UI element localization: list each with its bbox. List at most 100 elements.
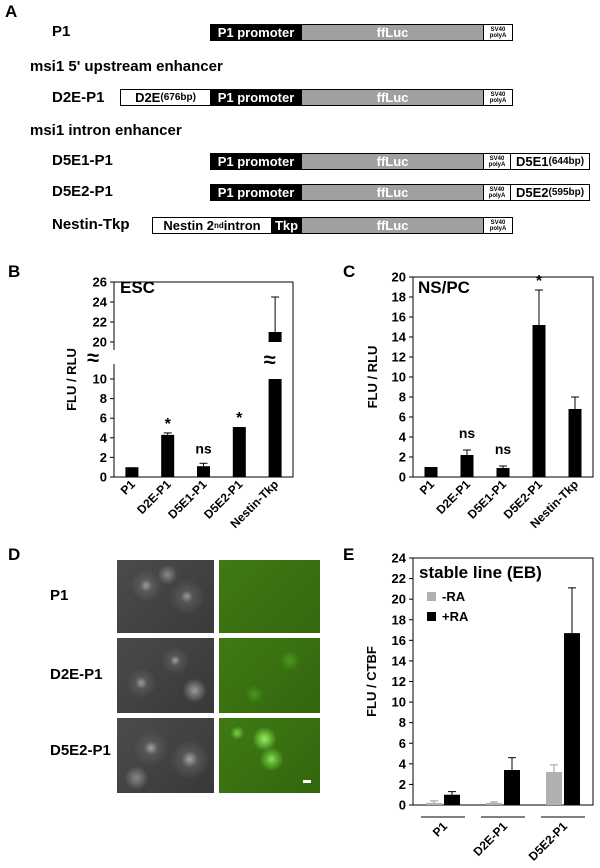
ffluc-box: ffLuc [301, 217, 484, 234]
bar-d2e-p1 [460, 455, 474, 477]
y-tick-label: 16 [392, 633, 406, 648]
significance-label: * [236, 410, 243, 427]
p1-promoter-box: P1 promoter [210, 89, 302, 106]
y-tick-label: 6 [399, 736, 406, 751]
row-label-d5e2-p1: D5E2-P1 [50, 742, 111, 759]
y-tick-label: 12 [392, 674, 406, 689]
y-tick-label: 22 [392, 571, 406, 586]
y-tick-label: 10 [392, 370, 406, 385]
bar-d5e1-p1 [197, 466, 210, 477]
legend-swatch-ra [427, 612, 436, 621]
y-tick-label: 12 [392, 350, 406, 365]
sv40-polya-box: SV40 polyA [483, 217, 513, 234]
panel-b-label: B [8, 262, 21, 281]
y-tick-label: 4 [399, 756, 407, 771]
tkp-promoter-box: Tkp [271, 217, 302, 234]
bar-d5e2-p1-ra [564, 633, 580, 805]
d5e2-enhancer-box: D5E2 (595bp) [510, 184, 590, 201]
chart-e-title: stable line (EB) [419, 563, 542, 582]
bar-break-gap [266, 344, 284, 378]
bar-d5e2-p1 [232, 427, 246, 477]
construct-nestin-tkp-name: Nestin-Tkp [52, 216, 130, 233]
y-tick-label: 10 [392, 695, 406, 710]
y-tick-label: 14 [392, 330, 407, 345]
row-label-d2e-p1: D2E-P1 [50, 666, 103, 683]
y-tick-label: 10 [93, 372, 107, 387]
significance-label: ns [495, 441, 512, 457]
bar-d2e-p1-ra [504, 770, 520, 805]
bar-nestin-tkp-upper [268, 332, 282, 342]
y-tick-label: 4 [100, 430, 108, 445]
bar-nestin-tkp [568, 409, 582, 477]
y-tick-label: 20 [93, 335, 107, 350]
bar-d5e1-p1 [496, 468, 510, 477]
fluorescence-image-p1 [219, 560, 320, 633]
x-tick-label: P1 [118, 477, 139, 498]
d2e-enhancer-box: D2E (676bp) [120, 89, 211, 106]
fluorescence-image-d5e2-p1 [219, 718, 320, 793]
x-tick-label: D2E-P1 [471, 819, 511, 859]
legend-label-ra: -RA [442, 589, 466, 604]
y-tick-label: 2 [100, 450, 107, 465]
chart-b-title: ESC [120, 278, 155, 297]
x-tick-label: P1 [417, 477, 438, 498]
legend-label-ra: +RA [442, 609, 469, 624]
scale-bar [303, 780, 311, 783]
ffluc-box: ffLuc [301, 24, 484, 41]
p1-promoter-box: P1 promoter [210, 24, 302, 41]
panel-d-label: D [8, 545, 21, 564]
construct-d2e-p1-name: D2E-P1 [52, 89, 105, 106]
bar-d2e-p1 [161, 434, 175, 477]
construct-d5e1-p1-name: D5E1-P1 [52, 152, 113, 169]
y-tick-label: 22 [93, 315, 107, 330]
panel-e-label: E [343, 545, 355, 564]
significance-label: * [165, 416, 172, 433]
ffluc-box: ffLuc [301, 153, 484, 170]
y-tick-label: 20 [392, 270, 406, 285]
p1-promoter-box: P1 promoter [210, 184, 302, 201]
y-tick-label: 0 [100, 470, 107, 485]
legend-swatch-ra [427, 592, 436, 601]
construct-p1-name: P1 [52, 23, 71, 40]
y-tick-label: 6 [399, 410, 406, 425]
bar-nestin-tkp [268, 379, 282, 477]
y-tick-label: 8 [100, 391, 107, 406]
bar-d5e2-p1 [532, 325, 546, 477]
y-tick-label: 18 [392, 612, 406, 627]
sv40-polya-box: SV40 polyA [483, 153, 511, 170]
y-tick-label: 24 [93, 295, 108, 310]
d5e1-enhancer-box: D5E1 (644bp) [510, 153, 590, 170]
bar-p1 [125, 467, 139, 477]
y-tick-label: 0 [399, 798, 406, 813]
brightfield-image-d5e2-p1 [117, 718, 214, 793]
ffluc-box: ffLuc [301, 184, 484, 201]
bar-p1-ra [444, 794, 460, 805]
axis-break-symbol: ≈ [87, 345, 99, 370]
panel-a-label: A [5, 2, 18, 21]
bar-d5e2-p1-ra [546, 772, 562, 805]
upstream-enhancer-title: msi1 5' upstream enhancer [30, 58, 223, 75]
y-tick-label: 2 [399, 777, 406, 792]
y-axis-label: FLU / RLU [365, 346, 380, 409]
bar-p1-ra [426, 802, 442, 805]
y-tick-label: 26 [93, 275, 107, 290]
y-tick-label: 16 [392, 310, 406, 325]
y-tick-label: 24 [392, 551, 407, 566]
axis-break-mask [84, 350, 118, 364]
significance-label: * [536, 273, 543, 290]
chart-c-title: NS/PC [418, 278, 470, 297]
y-tick-label: 0 [399, 470, 406, 485]
y-axis-label: FLU / CTBF [364, 646, 379, 717]
bar-d2e-p1-ra [486, 802, 502, 805]
row-label-p1: P1 [50, 587, 69, 604]
sv40-polya-box: SV40 polyA [483, 184, 511, 201]
bar-break-symbol: ≈ [264, 347, 276, 372]
significance-label: ns [195, 440, 212, 456]
intron-enhancer-title: msi1 intron enhancer [30, 122, 182, 139]
y-tick-label: 14 [392, 653, 407, 668]
significance-label: ns [459, 425, 476, 441]
